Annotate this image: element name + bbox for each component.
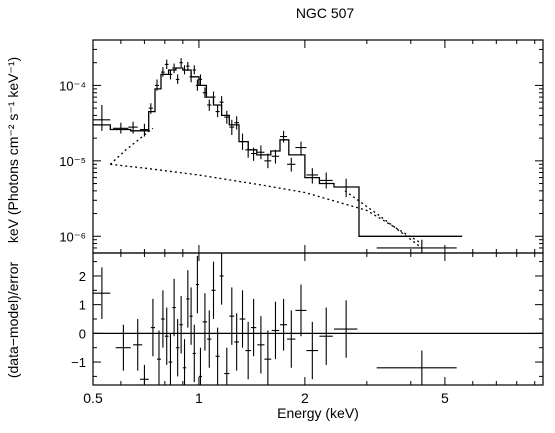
y-tick-label: 10⁻⁵: [59, 154, 86, 169]
y-tick-label: 1: [79, 298, 86, 313]
residual-data-point: [220, 253, 224, 305]
x-tick-label: 5: [441, 390, 449, 406]
residual-data-point: [251, 299, 256, 356]
spectrum-data-point: [245, 142, 251, 158]
residual-data-point: [234, 313, 239, 370]
residual-data-point: [161, 290, 165, 347]
residual-data-point: [165, 308, 169, 365]
spectrum-data-point: [189, 72, 192, 82]
residual-data-point: [151, 299, 155, 356]
spectrum-data-point: [220, 96, 224, 108]
spectrum-data-point: [319, 173, 332, 189]
spectrum-data-point: [113, 123, 128, 134]
spectrum-panel-frame: [93, 40, 543, 253]
spectrum-data-point: [93, 105, 110, 131]
residual-data-point: [257, 316, 264, 373]
spectrum-data-point: [229, 120, 234, 135]
data-points: [93, 58, 457, 385]
y-axis-label-residuals: (data−model)/error: [5, 261, 21, 378]
residual-data-point: [172, 279, 176, 336]
model-curves: [93, 68, 543, 333]
residual-data-point: [140, 365, 149, 385]
residual-data-point: [295, 285, 306, 337]
spectrum-data-point: [280, 131, 287, 143]
residual-data-point: [157, 330, 161, 385]
residual-data-point: [245, 322, 251, 379]
residual-data-point: [287, 310, 295, 367]
residual-data-point: [186, 270, 189, 327]
residual-data-point: [240, 290, 246, 347]
y-tick-label: 10⁻⁶: [59, 229, 86, 244]
chart-title: NGC 507: [296, 5, 355, 21]
residual-data-point: [306, 322, 318, 379]
residual-panel-frame: [93, 253, 543, 385]
model-component-curve: [110, 128, 153, 164]
total-model-curve: [93, 68, 462, 236]
residual-data-point: [319, 308, 332, 365]
residual-data-point: [93, 267, 110, 319]
spectrum-data-point: [287, 158, 295, 172]
x-tick-label: 1: [195, 390, 203, 406]
y-axis-label-spectrum: keV (Photons cm⁻² s⁻¹ keV⁻¹): [5, 57, 21, 243]
spectrum-data-point: [240, 134, 246, 150]
spectrum-data-point: [216, 106, 220, 118]
spectrum-data-point: [176, 74, 180, 83]
residual-data-point: [211, 262, 215, 319]
spectrum-data-point: [272, 150, 279, 164]
spectrum-data-point: [264, 154, 271, 169]
residual-data-point: [216, 328, 220, 385]
residual-data-point: [264, 330, 271, 385]
model-component-curve: [110, 164, 422, 243]
spectrum-data-point: [179, 58, 182, 67]
residual-data-point: [169, 333, 173, 385]
y-tick-label: 2: [79, 269, 86, 284]
spectrum-data-point: [128, 122, 137, 134]
spectrum-data-point: [211, 92, 215, 103]
residual-data-point: [189, 287, 192, 344]
x-tick-label: 2: [301, 390, 309, 406]
spectrum-data-point: [295, 142, 306, 155]
spectrum-data-point: [224, 111, 229, 124]
spectrum-data-point: [172, 64, 176, 74]
residual-data-point: [224, 348, 229, 385]
residual-data-point: [133, 319, 142, 371]
residual-data-point: [280, 299, 287, 351]
residual-data-point: [272, 302, 279, 359]
spectrum-data-point: [183, 65, 186, 74]
residual-data-point: [229, 287, 234, 344]
spectrum-data-point: [207, 100, 211, 111]
residual-data-point: [116, 325, 131, 371]
residual-data-point: [179, 296, 182, 353]
residual-data-point: [334, 300, 357, 357]
residual-data-point: [196, 256, 199, 313]
model-component-curve: [345, 191, 422, 248]
spectrum-data-point: [234, 116, 239, 129]
residual-data-point: [183, 339, 186, 385]
y-tick-label: 10⁻⁴: [59, 78, 86, 93]
residual-data-point: [176, 319, 180, 376]
residual-data-point: [207, 310, 211, 367]
y-tick-label: 0: [79, 326, 86, 341]
spectrum-data-point: [193, 65, 196, 74]
x-axis-label: Energy (keV): [277, 405, 359, 421]
residual-data-point: [203, 293, 207, 350]
spectrum-data-point: [334, 179, 357, 197]
y-tick-label: −1: [71, 355, 86, 370]
spectrum-data-point: [306, 168, 318, 183]
x-tick-label: 0.5: [83, 390, 103, 406]
spectrum-data-point: [257, 145, 264, 159]
spectrum-data-point: [165, 60, 169, 69]
